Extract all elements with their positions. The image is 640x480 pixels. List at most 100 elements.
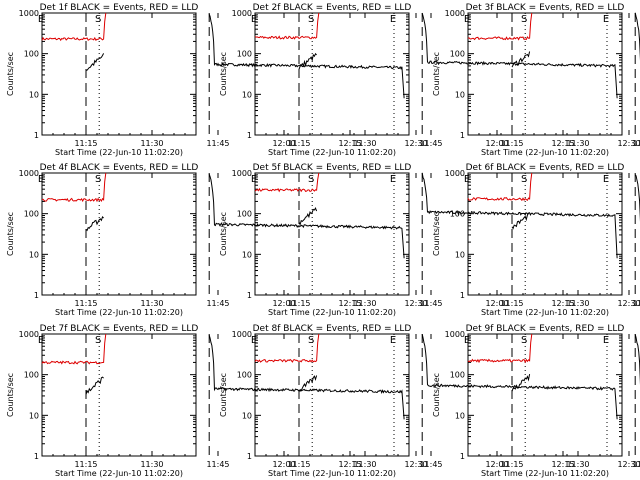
y-tick-label: 10: [29, 411, 39, 420]
x-tick-label: 12:00: [485, 299, 508, 308]
y-tick-label: 1: [460, 452, 465, 461]
y-tick-label: 100: [450, 50, 465, 59]
y-tick-label: 10: [455, 250, 465, 259]
events-series-post: [634, 174, 640, 222]
x-tick-label: 11:30: [566, 299, 589, 308]
plot-frame: [467, 333, 623, 457]
y-tick-label: 1000: [445, 9, 465, 18]
x-tick-label: 11:45: [632, 139, 640, 148]
events-series-pre: [85, 53, 105, 71]
events-series-pre: [85, 376, 104, 395]
time-marker-label: S: [95, 335, 101, 346]
y-axis-label: Counts/sec: [6, 212, 15, 256]
detector-panel: Det 7f BLACK = Events, RED = LLD 1 10 100 10…: [6, 324, 428, 478]
x-tick-label: 11:30: [353, 299, 376, 308]
x-tick-label: 12:00: [272, 139, 295, 148]
x-tick-label: 11:30: [353, 460, 376, 469]
panel-title: Det 8f BLACK = Events, RED = LLD: [253, 324, 412, 334]
x-tick-label: 11:15: [500, 139, 523, 148]
y-axis-label: Counts/sec: [219, 373, 228, 417]
x-tick-label: 12:15: [338, 139, 361, 148]
time-marker-label: S: [521, 174, 527, 185]
events-series-post: [634, 12, 640, 61]
y-tick-label: 100: [450, 210, 465, 219]
y-tick-label: 1000: [232, 9, 252, 18]
x-tick-label: 12:30: [617, 139, 640, 148]
y-tick-label: 1000: [445, 169, 465, 178]
panel-title: Det 2f BLACK = Events, RED = LLD: [253, 3, 412, 13]
y-tick-label: 1: [34, 131, 39, 140]
lld-series-pre: [41, 12, 107, 42]
x-tick-label: 12:00: [272, 460, 295, 469]
y-tick-label: 10: [29, 250, 39, 259]
y-axis-label: Counts/sec: [6, 52, 15, 96]
time-marker-label: E: [464, 335, 470, 346]
lld-series-pre: [254, 12, 320, 40]
x-tick-label: 11:30: [140, 460, 163, 469]
plot-frame: [41, 333, 197, 457]
x-tick-label: 11:45: [632, 460, 640, 469]
x-tick-label: 12:00: [485, 139, 508, 148]
y-tick-label: 1000: [19, 330, 39, 339]
x-axis-label: Start Time (22-Jun-10 11:02:20): [55, 148, 183, 157]
plot-frame: [254, 333, 410, 457]
x-tick-label: 11:45: [206, 299, 229, 308]
time-marker-label: S: [95, 14, 101, 25]
lld-series-pre: [467, 12, 533, 41]
x-tick-label: 11:15: [74, 460, 97, 469]
time-marker-label: S: [308, 335, 314, 346]
plot-frame: [41, 172, 197, 296]
x-tick-label: 11:30: [353, 139, 376, 148]
time-marker-label: S: [521, 14, 527, 25]
events-series-pre: [298, 206, 318, 227]
detector-panel: Det 5f BLACK = Events, RED = LLD 1 10 100 10…: [219, 163, 640, 317]
panel-title: Det 5f BLACK = Events, RED = LLD: [253, 163, 412, 173]
y-tick-label: 100: [237, 50, 252, 59]
x-tick-label: 12:15: [551, 460, 574, 469]
x-axis-label: Start Time (22-Jun-10 11:02:20): [268, 148, 396, 157]
plot-frame: [467, 12, 623, 136]
x-tick-label: 11:30: [140, 139, 163, 148]
plot-frame: [467, 172, 623, 296]
x-tick-label: 11:15: [287, 460, 310, 469]
y-tick-label: 100: [450, 371, 465, 380]
y-tick-label: 1: [460, 291, 465, 300]
time-marker-label: E: [390, 335, 396, 346]
events-series-post: [208, 335, 405, 420]
x-tick-label: 11:30: [140, 299, 163, 308]
x-tick-label: 11:45: [419, 139, 442, 148]
x-tick-label: 12:30: [404, 139, 427, 148]
y-tick-label: 100: [237, 371, 252, 380]
x-axis-label: Start Time (22-Jun-10 11:02:20): [55, 308, 183, 317]
time-marker-label: S: [308, 14, 314, 25]
time-marker-label: E: [38, 335, 44, 346]
x-tick-label: 11:45: [419, 460, 442, 469]
time-marker-label: E: [38, 14, 44, 25]
x-axis-label: Start Time (22-Jun-10 11:02:20): [55, 469, 183, 478]
time-marker-label: E: [603, 174, 609, 185]
y-tick-label: 10: [242, 411, 252, 420]
y-tick-label: 1: [460, 131, 465, 140]
lld-series-pre: [254, 172, 320, 193]
y-tick-label: 10: [455, 90, 465, 99]
events-series-post: [208, 13, 405, 99]
time-marker-label: S: [521, 335, 527, 346]
x-axis-label: Start Time (22-Jun-10 11:02:20): [268, 308, 396, 317]
panel-title: Det 6f BLACK = Events, RED = LLD: [466, 163, 625, 173]
y-tick-label: 1: [247, 131, 252, 140]
panel-title: Det 3f BLACK = Events, RED = LLD: [466, 3, 625, 13]
time-marker-label: E: [38, 174, 44, 185]
y-axis-label: Counts/sec: [219, 52, 228, 96]
time-marker-label: E: [464, 174, 470, 185]
detector-panel: Det 1f BLACK = Events, RED = LLD 1 10 100 10…: [6, 3, 428, 157]
time-marker-label: E: [390, 14, 396, 25]
time-marker-label: E: [251, 335, 257, 346]
y-tick-label: 1000: [19, 9, 39, 18]
x-tick-label: 11:30: [566, 460, 589, 469]
x-tick-label: 12:15: [338, 299, 361, 308]
y-tick-label: 1: [247, 291, 252, 300]
x-tick-label: 11:15: [74, 299, 97, 308]
x-tick-label: 11:15: [74, 139, 97, 148]
x-tick-label: 12:30: [404, 460, 427, 469]
